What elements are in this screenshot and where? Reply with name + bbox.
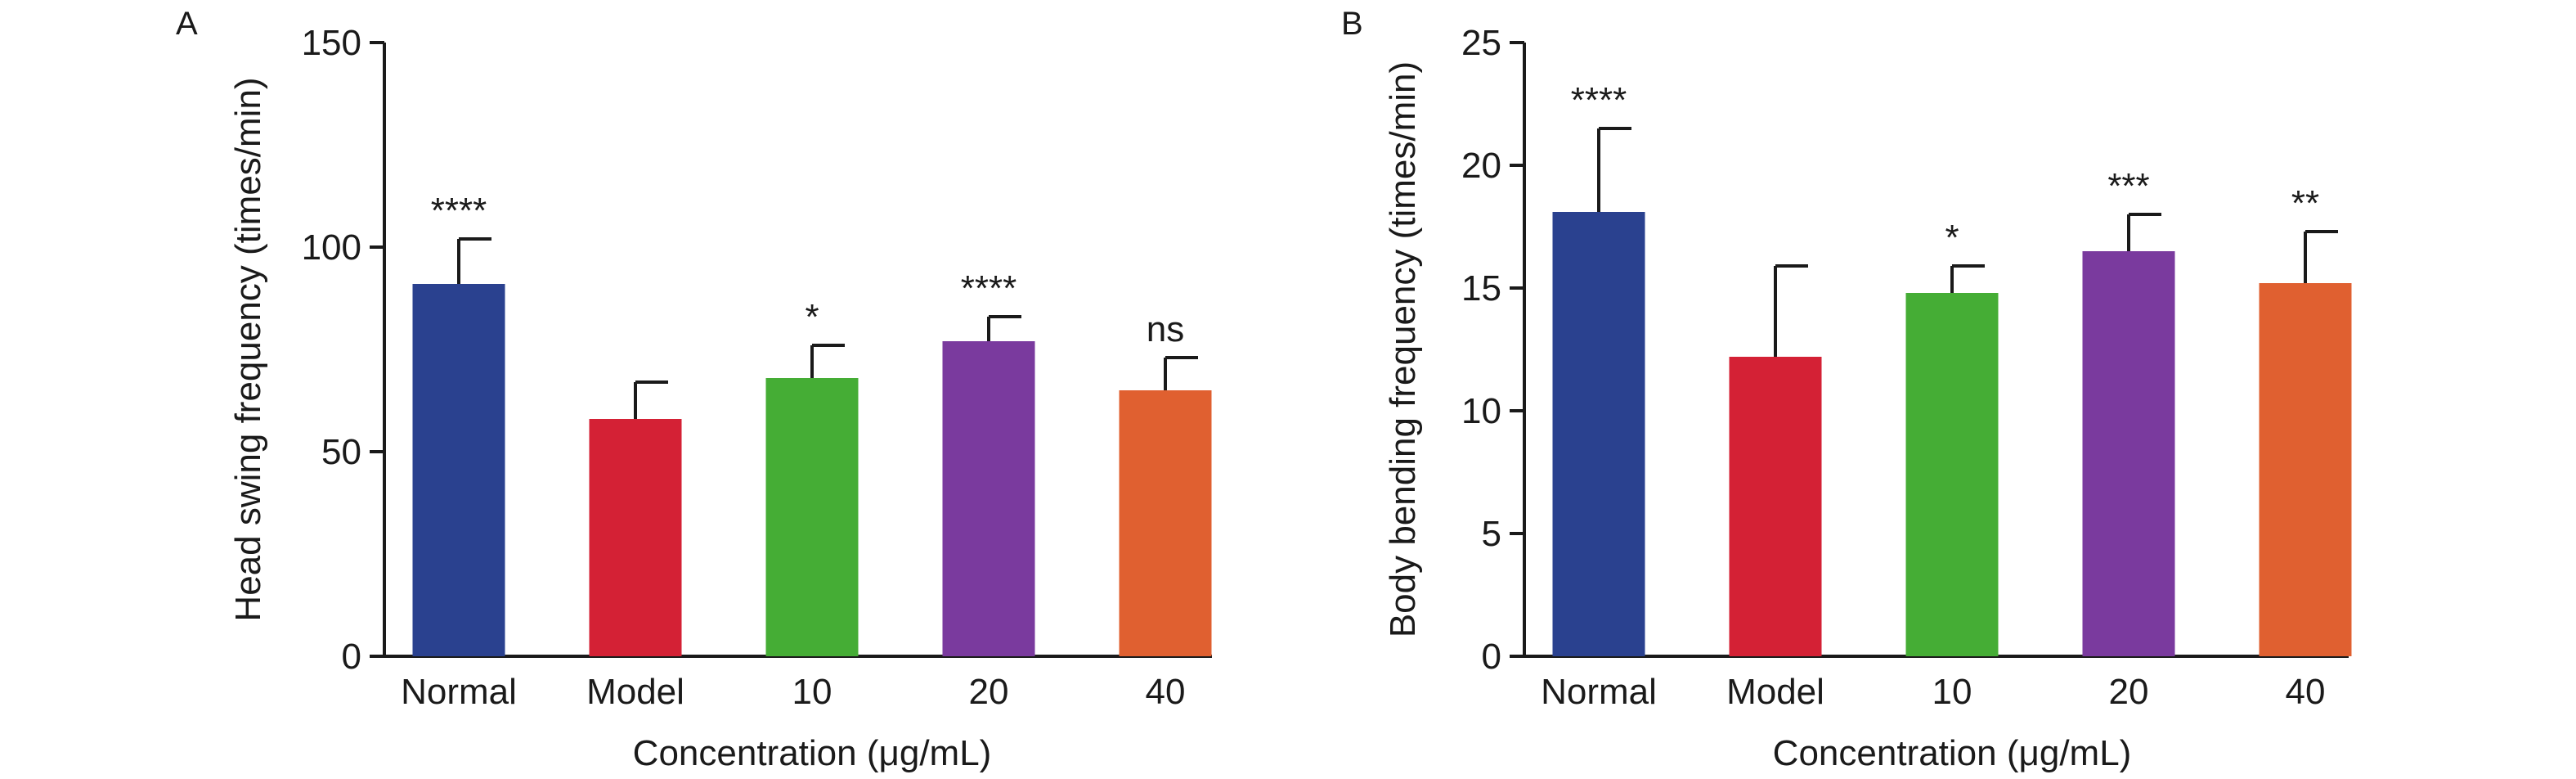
panel-b-bar-10 bbox=[1905, 293, 1999, 656]
panel-b-y-tick-label: 20 bbox=[1461, 146, 1501, 186]
panel-a-x-labels: Normal Model 10 20 40 bbox=[401, 672, 1185, 712]
panel-b-y-tick-label: 15 bbox=[1461, 268, 1501, 308]
panel-a-x-tick-label: Normal bbox=[401, 672, 517, 712]
panel-a-y-ticks: 0 50 100 150 bbox=[302, 23, 384, 677]
panel-b-x-tick-label: 20 bbox=[2109, 672, 2149, 712]
panel-a-x-tick-label: 20 bbox=[969, 672, 1009, 712]
panel-b-x-tick-label: Model bbox=[1726, 672, 1824, 712]
panel-a-y-tick-label: 150 bbox=[302, 23, 361, 63]
panel-a-bars: *********ns bbox=[412, 191, 1212, 656]
panel-b: B Body bending frequency (times/min) Con… bbox=[1341, 6, 2352, 773]
panel-b-y-tick-label: 0 bbox=[1482, 637, 1501, 677]
panel-b-x-tick-label: Normal bbox=[1541, 672, 1657, 712]
panel-b-significance-mark: ** bbox=[2291, 183, 2319, 223]
panel-b-y-tick-label: 10 bbox=[1461, 391, 1501, 431]
panel-b-x-tick-label: 10 bbox=[1932, 672, 1972, 712]
panel-a-bar-10 bbox=[765, 378, 859, 656]
panel-a-y-tick-label: 100 bbox=[302, 227, 361, 268]
panel-b-x-axis-title: Concentration (μg/mL) bbox=[1773, 733, 2132, 773]
panel-a-letter: A bbox=[176, 6, 198, 42]
panel-b-x-tick-label: 40 bbox=[2286, 672, 2326, 712]
panel-a-x-tick-label: Model bbox=[586, 672, 684, 712]
panel-b-bar-normal bbox=[1552, 212, 1645, 656]
panel-a-bar-40 bbox=[1119, 390, 1212, 656]
panel-a-y-axis-title: Head swing frequency (times/min) bbox=[228, 77, 268, 621]
panel-a-x-tick-label: 10 bbox=[792, 672, 832, 712]
panel-b-y-ticks: 0 5 10 15 20 25 bbox=[1461, 23, 1524, 677]
panel-a-x-tick-label: 40 bbox=[1146, 672, 1186, 712]
panel-b-significance-mark: * bbox=[1945, 218, 1959, 258]
panel-b-bar-20 bbox=[2082, 251, 2175, 656]
panel-a: A Head swing frequency (times/min) Conce… bbox=[176, 6, 1212, 773]
panel-a-significance-mark: **** bbox=[431, 191, 487, 231]
panel-b-bar-40 bbox=[2259, 283, 2352, 656]
panel-b-significance-mark: **** bbox=[1571, 80, 1627, 120]
panel-a-significance-mark: ns bbox=[1147, 309, 1184, 349]
panel-b-significance-mark: *** bbox=[2107, 166, 2149, 206]
panel-b-bar-model bbox=[1729, 357, 1822, 656]
panel-b-y-tick-label: 25 bbox=[1461, 23, 1501, 63]
panel-a-significance-mark: * bbox=[805, 297, 819, 337]
panel-b-x-labels: Normal Model 10 20 40 bbox=[1541, 672, 2325, 712]
panel-a-y-tick-label: 50 bbox=[321, 432, 361, 472]
panel-a-significance-mark: **** bbox=[961, 268, 1017, 308]
panel-b-bars: ******** ** bbox=[1552, 80, 2352, 656]
panel-b-letter: B bbox=[1341, 6, 1363, 42]
panel-a-x-axis-title: Concentration (μg/mL) bbox=[633, 733, 992, 773]
panel-a-bar-model bbox=[589, 419, 682, 656]
panel-a-bar-normal bbox=[412, 284, 505, 656]
panel-a-y-tick-label: 0 bbox=[342, 637, 361, 677]
panel-b-y-axis-title: Body bending frequency (times/min) bbox=[1383, 61, 1423, 637]
panel-a-bar-20 bbox=[942, 341, 1035, 656]
panel-b-y-tick-label: 5 bbox=[1482, 514, 1501, 554]
